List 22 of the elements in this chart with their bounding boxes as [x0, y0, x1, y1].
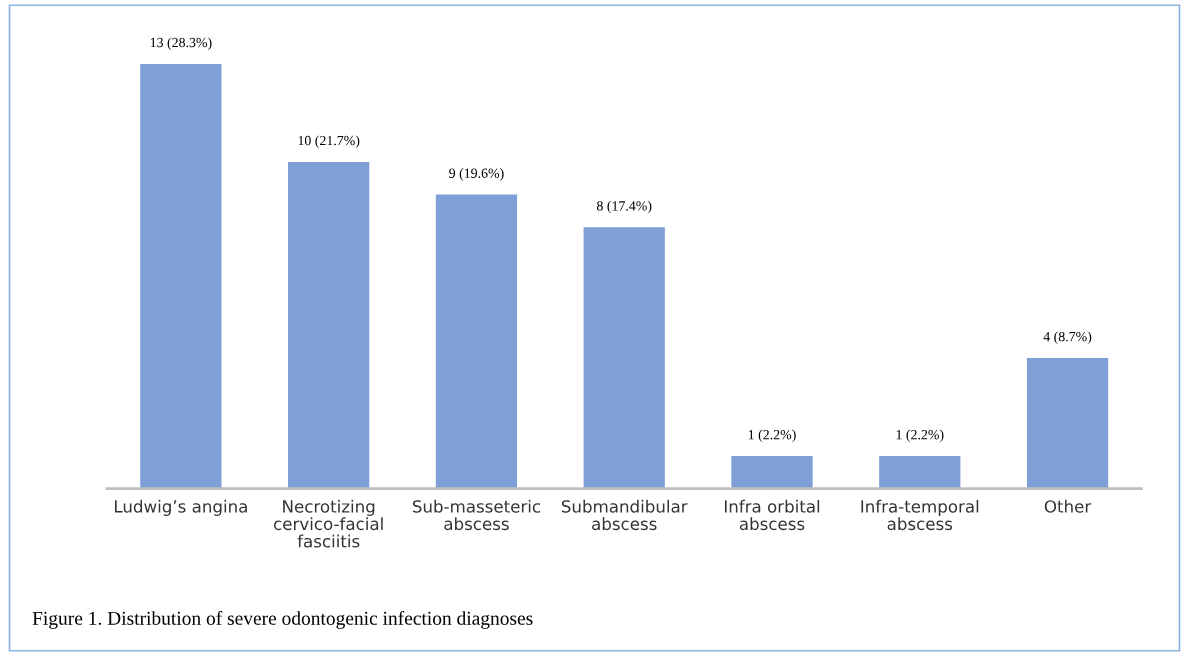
bar: [140, 63, 222, 489]
bar: [435, 194, 518, 489]
x-tick-label: Infra-temporal abscess: [861, 499, 979, 531]
data-label: 10 (21.7%): [298, 135, 360, 149]
data-label: 1 (2.2%): [748, 429, 796, 443]
x-tick-label: Sub-masseteric abscess: [412, 499, 541, 531]
data-label: 9 (19.6%): [449, 168, 504, 181]
x-tick-label: Other: [1044, 499, 1092, 513]
bar: [288, 161, 370, 489]
x-tick-label: Necrotizing cervico-facial fasciitis: [274, 499, 383, 548]
caption: Figure 1. Distribution of severe odontogenic infection diagnoses: [32, 610, 533, 629]
bar: [731, 456, 813, 489]
bar: [583, 227, 665, 489]
x-tick-label: Submandibular abscess: [561, 499, 688, 531]
bar: [879, 456, 961, 489]
x-tick-label: Infra orbital abscess: [724, 499, 820, 531]
bar: [1026, 358, 1109, 489]
x-tick-label: Ludwig’s angina: [115, 499, 247, 516]
data-label: 8 (17.4%): [596, 200, 652, 214]
data-label: 13 (28.3%): [150, 37, 212, 50]
data-label: 1 (2.2%): [896, 429, 944, 443]
data-label: 4 (8.7%): [1043, 331, 1092, 345]
